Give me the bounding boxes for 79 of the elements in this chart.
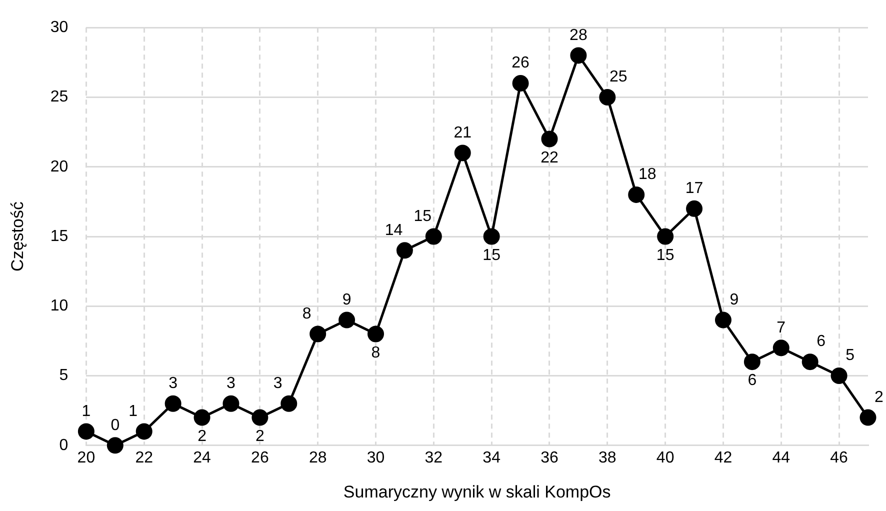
data-label: 17 bbox=[685, 180, 704, 198]
x-tick-label: 24 bbox=[193, 449, 212, 466]
point bbox=[483, 228, 500, 245]
data-label: 28 bbox=[570, 26, 588, 44]
data-label: 3 bbox=[226, 375, 236, 392]
point bbox=[541, 130, 558, 148]
point bbox=[686, 200, 703, 217]
point bbox=[860, 409, 876, 426]
point bbox=[512, 75, 529, 92]
data-label: 8 bbox=[302, 305, 312, 322]
x-tick-label: 32 bbox=[424, 449, 443, 466]
y-tick-label: 30 bbox=[50, 19, 68, 36]
x-tick-label: 46 bbox=[830, 449, 848, 466]
point bbox=[628, 186, 645, 203]
point bbox=[425, 228, 442, 245]
x-tick-label: 30 bbox=[366, 449, 385, 466]
point bbox=[338, 312, 356, 328]
y-tick-label: 15 bbox=[50, 228, 68, 245]
data-label: 1 bbox=[82, 402, 91, 420]
point bbox=[454, 144, 471, 162]
point bbox=[252, 409, 268, 426]
data-label: 7 bbox=[776, 319, 786, 336]
point bbox=[599, 88, 616, 106]
point bbox=[78, 423, 94, 440]
x-tick-label: 22 bbox=[135, 449, 154, 466]
x-tick-label: 36 bbox=[540, 449, 558, 466]
data-label: 6 bbox=[748, 372, 757, 390]
y-tick-label: 20 bbox=[50, 158, 68, 176]
data-label: 3 bbox=[168, 375, 178, 392]
point bbox=[136, 423, 152, 440]
point bbox=[714, 312, 732, 328]
data-label: 21 bbox=[454, 124, 472, 142]
point bbox=[164, 395, 182, 412]
data-label: 1 bbox=[128, 402, 138, 420]
point bbox=[657, 228, 674, 245]
data-label: 9 bbox=[730, 291, 739, 308]
data-label: 2 bbox=[874, 388, 884, 406]
point bbox=[772, 340, 790, 356]
x-tick-label: 40 bbox=[656, 449, 674, 466]
data-label: 14 bbox=[384, 222, 403, 239]
point bbox=[368, 326, 384, 342]
data-label: 2 bbox=[255, 428, 264, 445]
y-tick-label: 25 bbox=[50, 88, 68, 106]
point bbox=[830, 368, 848, 384]
point bbox=[744, 354, 760, 370]
x-tick-label: 42 bbox=[714, 449, 732, 466]
point bbox=[570, 47, 587, 64]
data-label: 3 bbox=[273, 375, 282, 392]
y-axis-title: Częstość bbox=[8, 201, 27, 272]
y-tick-label: 5 bbox=[59, 367, 68, 384]
data-label: 6 bbox=[816, 333, 826, 350]
point bbox=[396, 242, 413, 259]
point bbox=[802, 354, 818, 370]
data-label: 15 bbox=[656, 246, 674, 264]
data-label: 0 bbox=[110, 416, 120, 434]
x-tick-label: 44 bbox=[772, 449, 790, 466]
point bbox=[310, 326, 326, 342]
data-label: 18 bbox=[638, 166, 656, 184]
x-tick-label: 38 bbox=[598, 449, 616, 466]
data-label: 15 bbox=[414, 208, 432, 225]
data-label: 25 bbox=[610, 68, 628, 86]
data-label: 5 bbox=[846, 347, 855, 364]
x-axis-title: Sumaryczny wynik w skali KompOs bbox=[343, 482, 611, 502]
point bbox=[106, 437, 124, 454]
point bbox=[222, 395, 240, 412]
point bbox=[194, 409, 210, 426]
data-label: 26 bbox=[512, 54, 530, 72]
y-tick-label: 0 bbox=[59, 436, 68, 454]
data-label: 22 bbox=[540, 149, 558, 166]
x-tick-label: 20 bbox=[77, 449, 96, 466]
data-label: 9 bbox=[342, 291, 352, 308]
data-label: 15 bbox=[482, 246, 501, 264]
data-label: 2 bbox=[198, 428, 207, 445]
point bbox=[280, 395, 298, 412]
x-tick-label: 28 bbox=[308, 449, 327, 466]
y-tick-label: 10 bbox=[50, 298, 68, 315]
data-label: 8 bbox=[371, 344, 380, 362]
x-tick-label: 26 bbox=[251, 449, 269, 466]
x-tick-label: 34 bbox=[482, 449, 501, 466]
